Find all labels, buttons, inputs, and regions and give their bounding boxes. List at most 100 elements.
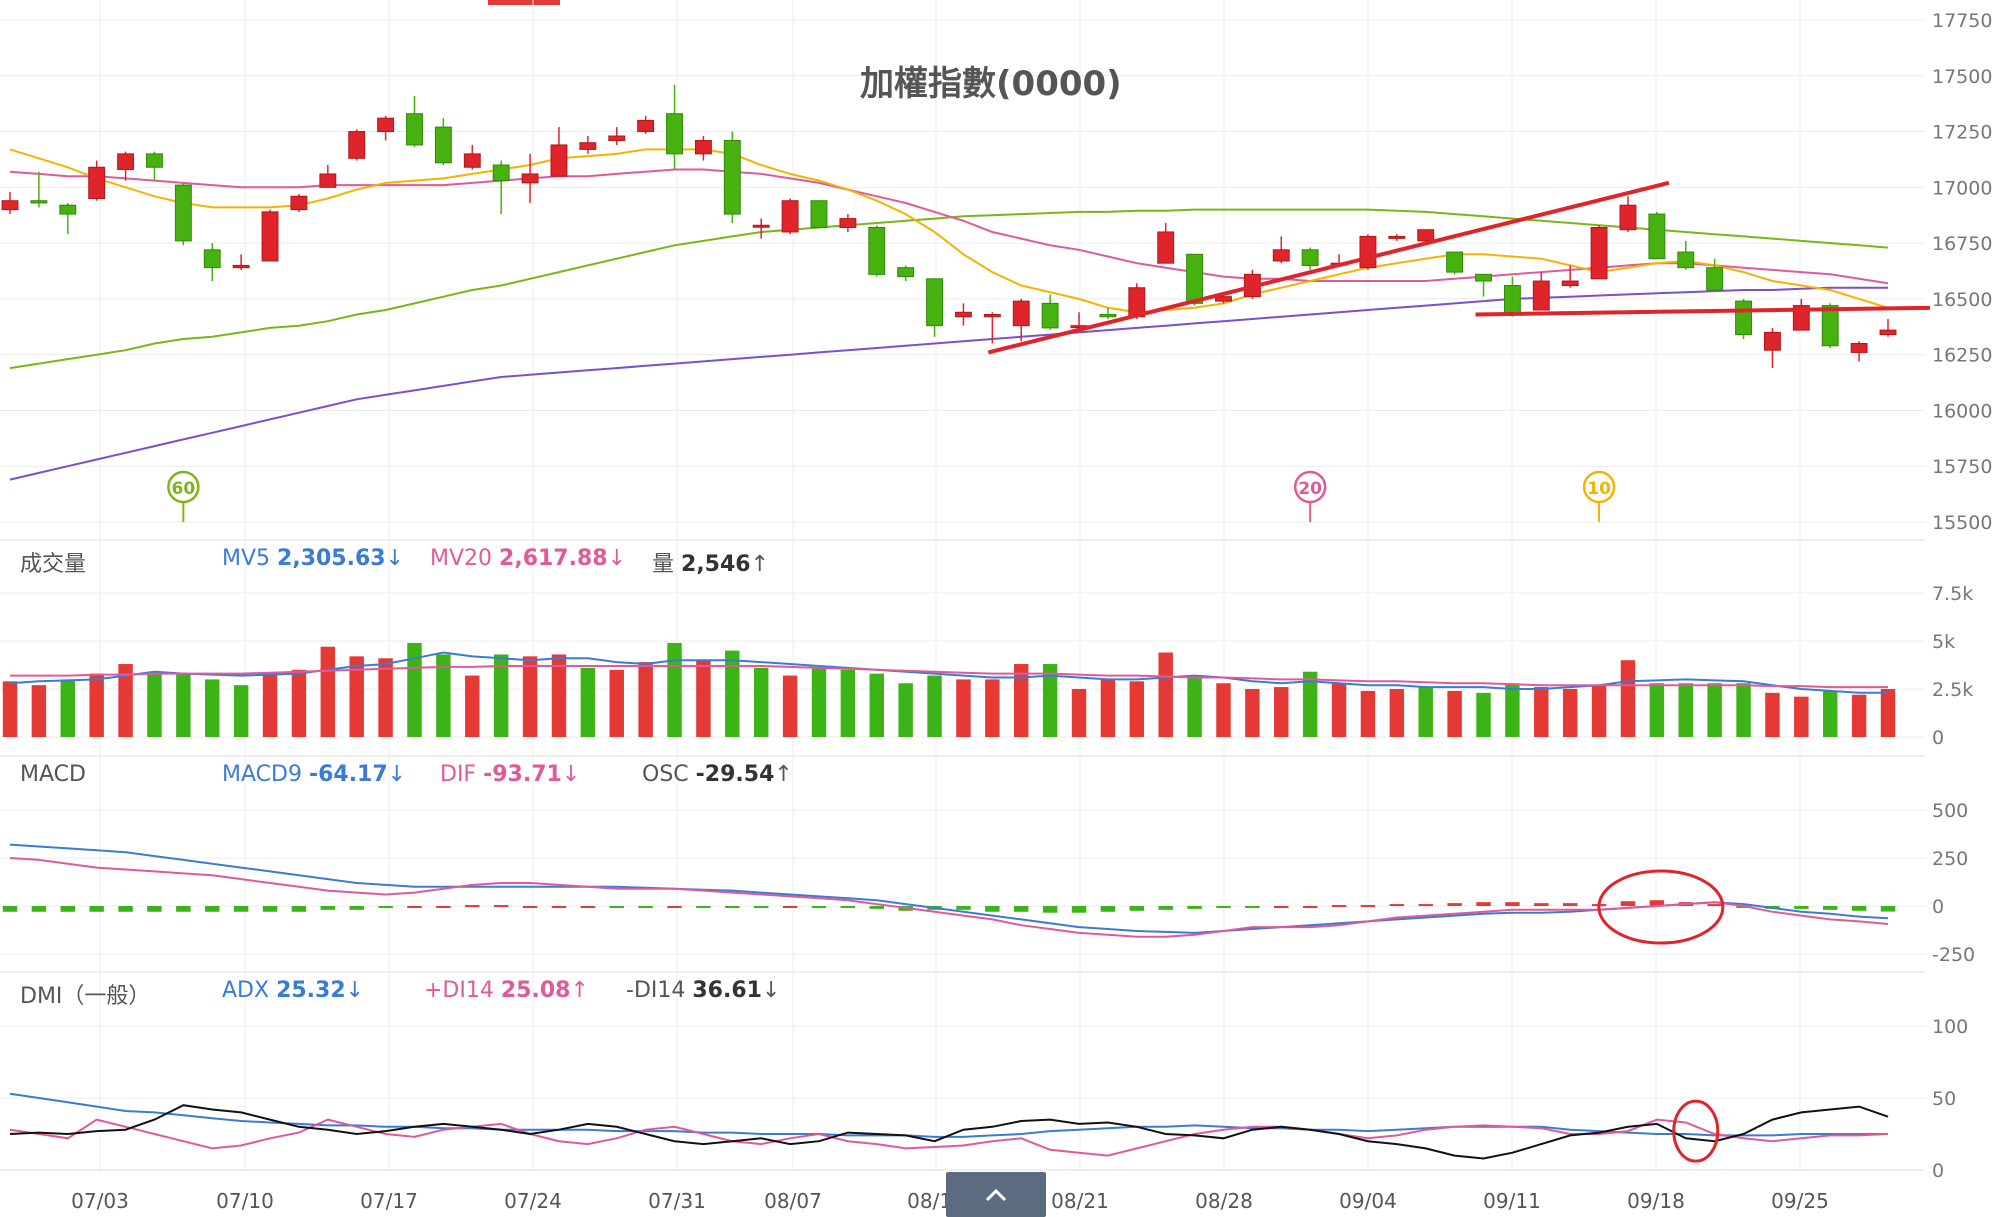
candle-body (59, 204, 77, 215)
volume-bar (60, 679, 76, 737)
plus-di-readout: +DI14 25.08↑ (424, 978, 589, 1003)
ma-marker-circle (167, 470, 200, 504)
active-tab-indicator (488, 0, 560, 5)
macd-axis-tick-label: -250 (1932, 944, 1975, 966)
osc-bar (956, 906, 971, 910)
volume-bar (522, 656, 538, 737)
date-tick-label: 07/31 (648, 1189, 706, 1213)
volume-bar (147, 673, 162, 737)
volume-mv20-line (10, 665, 1888, 689)
volume-mv20-readout: MV20 2,617.88↓ (430, 546, 627, 571)
candle-body (1821, 305, 1839, 347)
osc-bar (1418, 904, 1433, 907)
collapse-toggle-button[interactable] (946, 1172, 1046, 1217)
osc-bar (378, 906, 393, 908)
candle-body (723, 139, 741, 215)
trend-line-horizontal (1475, 305, 1931, 317)
volume-panel-name: 成交量 (20, 552, 87, 577)
osc-bar (1014, 906, 1029, 912)
dmi-axis-tick-label: 100 (1932, 1016, 1968, 1038)
ma120-line (9, 286, 1888, 481)
ma-marker-label: 20 (1298, 479, 1322, 499)
macd-panel-name: MACD (20, 762, 86, 787)
volume-bar (1794, 696, 1809, 737)
osc-bar (89, 906, 104, 912)
volume-bar (898, 683, 913, 737)
candle-body (117, 153, 135, 170)
volume-bar (176, 673, 191, 737)
osc-bar (493, 905, 509, 908)
price-axis-tick-label: 15500 (1932, 512, 1992, 534)
osc-bar (31, 906, 47, 912)
volume-bar (985, 679, 1000, 737)
volume-bar (118, 664, 133, 737)
volume-bar (1245, 689, 1260, 737)
candle-body (839, 218, 857, 228)
ma-marker-label: 10 (1587, 479, 1611, 499)
candle-body (1677, 251, 1695, 269)
price-axis-tick-label: 17000 (1932, 177, 1992, 199)
osc-bar (1216, 906, 1231, 908)
volume-axis-tick-label: 2.5k (1932, 679, 1973, 701)
ma-marker-circle (1293, 470, 1327, 504)
candle-body (752, 224, 770, 228)
date-tick-label: 09/25 (1771, 1189, 1829, 1213)
candle-body (897, 267, 915, 278)
osc-bar (1187, 906, 1202, 909)
osc-bar (1360, 905, 1376, 908)
osc-bar (465, 905, 480, 908)
osc-bar (1129, 906, 1145, 911)
volume-bar (320, 646, 336, 737)
volume-bar (1071, 689, 1087, 737)
volume-bar (378, 658, 393, 737)
volume-bar (638, 662, 653, 737)
volume-bar (1158, 652, 1173, 737)
volume-bar (1476, 692, 1491, 737)
candle-body (1388, 235, 1406, 239)
dif-readout: DIF -93.71↓ (440, 762, 581, 787)
volume-bar (1447, 690, 1462, 737)
date-tick-label: 09/18 (1627, 1189, 1685, 1213)
osc-bar (1880, 906, 1896, 912)
osc-bar (2, 906, 18, 912)
candle-body (608, 135, 626, 141)
osc-bar (205, 906, 220, 912)
osc-bar (118, 906, 133, 912)
osc-bar (1851, 906, 1867, 911)
volume-bar (2, 681, 18, 737)
osc-bar (638, 906, 653, 908)
volume-bar (1360, 690, 1376, 737)
macd-axis-tick-label: 250 (1932, 848, 1968, 870)
volume-bar (407, 642, 422, 737)
volume-bar (725, 650, 740, 737)
candle-body (1417, 229, 1435, 242)
osc-bar (1389, 904, 1405, 907)
ma5-line (9, 148, 1889, 314)
osc-bar (1476, 902, 1491, 906)
volume-bar (1129, 681, 1145, 737)
candle-body (1446, 251, 1464, 273)
volume-bar (1620, 660, 1636, 737)
volume-bar (1331, 683, 1347, 737)
osc-bar (753, 906, 769, 908)
dmi-highlight-circle (1672, 1099, 1720, 1163)
osc-bar (551, 906, 567, 908)
osc-bar (1158, 906, 1173, 910)
volume-bar (1100, 679, 1116, 737)
volume-bar (1736, 683, 1751, 737)
candle-body (1157, 231, 1175, 264)
osc-bar (1649, 900, 1665, 906)
price-axis-tick-label: 17250 (1932, 122, 1992, 144)
osc-bar (522, 906, 538, 908)
candle-body (30, 200, 48, 204)
candle-body (232, 264, 250, 269)
candle-body (1301, 249, 1319, 266)
adx-readout: ADX 25.32↓ (222, 978, 365, 1003)
volume-bar (1187, 675, 1202, 737)
candle-body (1041, 302, 1059, 329)
candle-body (1, 200, 19, 211)
volume-bar (1216, 683, 1231, 737)
candle-body (1215, 296, 1232, 302)
osc-bar (1042, 906, 1058, 913)
adx-line (9, 1092, 1888, 1138)
